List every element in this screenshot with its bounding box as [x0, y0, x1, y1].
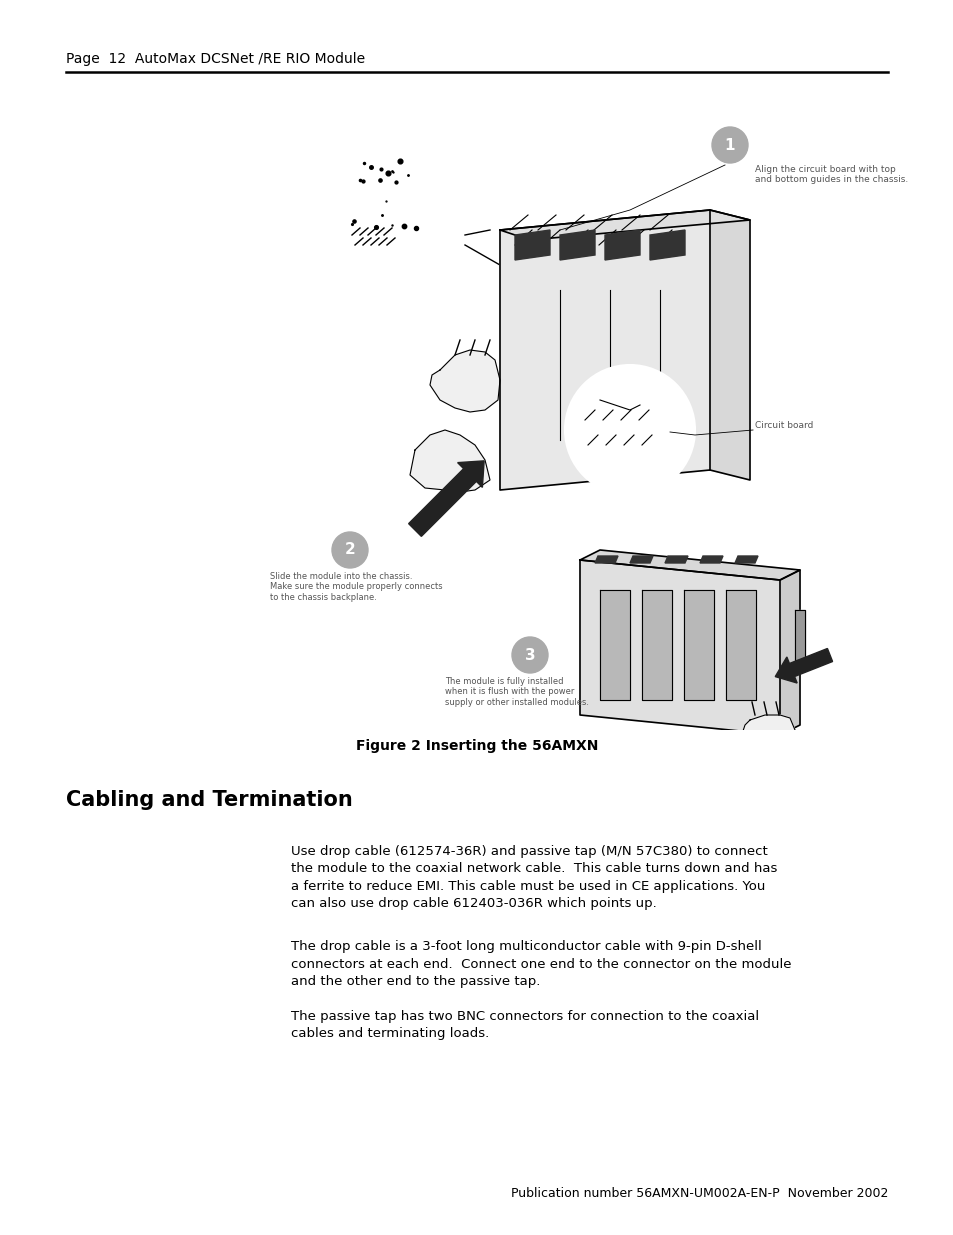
Text: Cabling and Termination: Cabling and Termination: [66, 790, 353, 810]
Polygon shape: [604, 230, 639, 261]
Text: 2: 2: [344, 542, 355, 557]
Polygon shape: [740, 715, 794, 750]
FancyArrow shape: [775, 648, 832, 683]
Text: 3: 3: [524, 647, 535, 662]
Polygon shape: [649, 230, 684, 261]
Circle shape: [711, 127, 747, 163]
Polygon shape: [780, 571, 800, 735]
Polygon shape: [515, 230, 550, 261]
FancyArrow shape: [408, 461, 483, 536]
Polygon shape: [641, 590, 671, 700]
Polygon shape: [664, 556, 687, 563]
Text: Use drop cable (612574-36R) and passive tap (M/N 57C380) to connect
the module t: Use drop cable (612574-36R) and passive …: [291, 845, 777, 910]
Polygon shape: [579, 550, 800, 580]
Polygon shape: [794, 610, 804, 659]
Polygon shape: [599, 590, 629, 700]
Polygon shape: [725, 590, 755, 700]
Text: Circuit board: Circuit board: [754, 420, 813, 430]
Text: The passive tap has two BNC connectors for connection to the coaxial
cables and : The passive tap has two BNC connectors f…: [291, 1010, 759, 1041]
Polygon shape: [499, 210, 709, 490]
Polygon shape: [410, 430, 490, 492]
Text: The drop cable is a 3-foot long multiconductor cable with 9-pin D-shell
connecto: The drop cable is a 3-foot long multicon…: [291, 940, 791, 988]
Polygon shape: [579, 559, 780, 735]
Polygon shape: [559, 230, 595, 261]
Text: Page  12  AutoMax DCSNet /RE RIO Module: Page 12 AutoMax DCSNet /RE RIO Module: [66, 52, 365, 65]
Polygon shape: [595, 556, 618, 563]
Polygon shape: [629, 556, 652, 563]
Polygon shape: [700, 556, 722, 563]
Polygon shape: [499, 210, 749, 240]
Polygon shape: [709, 210, 749, 480]
Text: Publication number 56AMXN-UM002A-EN-P  November 2002: Publication number 56AMXN-UM002A-EN-P No…: [510, 1187, 887, 1200]
Text: 1: 1: [724, 137, 735, 152]
Circle shape: [512, 637, 547, 673]
Text: Figure 2 Inserting the 56AMXN: Figure 2 Inserting the 56AMXN: [355, 739, 598, 753]
Circle shape: [564, 366, 695, 495]
Text: The module is fully installed
when it is flush with the power
supply or other in: The module is fully installed when it is…: [444, 677, 588, 706]
Circle shape: [332, 532, 368, 568]
Polygon shape: [734, 556, 758, 563]
Polygon shape: [683, 590, 713, 700]
Text: Slide the module into the chassis.
Make sure the module properly connects
to the: Slide the module into the chassis. Make …: [270, 572, 442, 601]
Text: Align the circuit board with top
and bottom guides in the chassis.: Align the circuit board with top and bot…: [754, 165, 907, 184]
Polygon shape: [430, 350, 499, 412]
Circle shape: [310, 120, 470, 280]
